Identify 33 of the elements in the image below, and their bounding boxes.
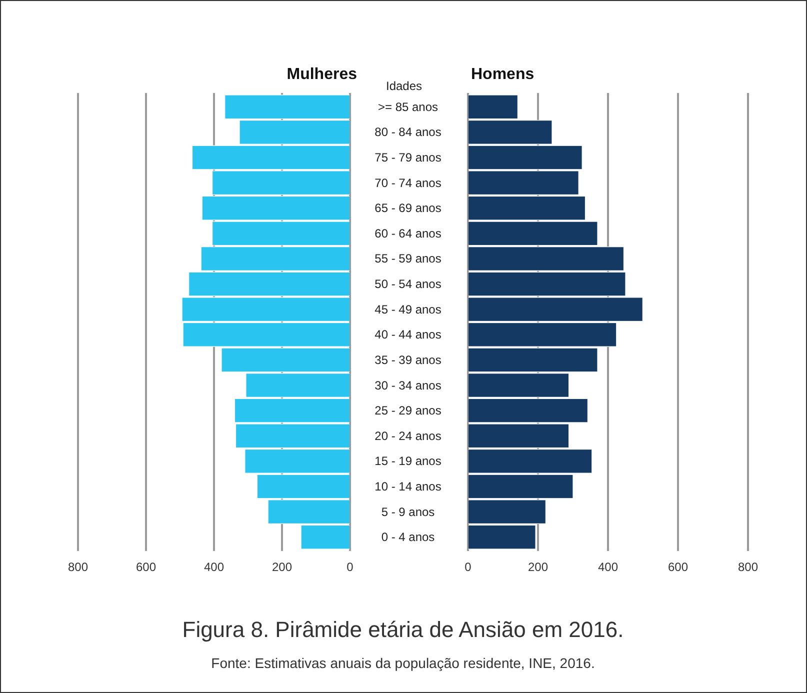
chart-title: Mulheres [286, 66, 358, 83]
y-tick-label: 40 - 44 anos [374, 328, 442, 342]
x-tick-label: 0 [346, 560, 354, 574]
y-tick-label: 65 - 69 anos [374, 201, 442, 216]
y-tick-label: 80 - 84 anos [374, 125, 442, 140]
y-tick-label: 50 - 54 anos [374, 277, 442, 292]
y-tick-label: 30 - 34 anos [374, 378, 442, 392]
x-tick-label: 800 [68, 560, 88, 574]
y-tick-label: 25 - 29 anos [374, 404, 442, 418]
y-tick-label: 5 - 9 anos [381, 504, 435, 519]
y-tick-label: 70 - 74 anos [374, 176, 442, 190]
x-tick-label: 400 [204, 560, 224, 574]
y-axis-title: Idades [386, 79, 422, 93]
chart-title: Homens [471, 66, 534, 83]
x-tick-label: 600 [668, 560, 688, 574]
x-tick-label: 400 [598, 560, 618, 574]
y-tick-label: 55 - 59 anos [374, 252, 442, 266]
y-tick-label: 60 - 64 anos [374, 226, 442, 240]
y-tick-label: 10 - 14 anos [374, 479, 442, 494]
y-tick-label: 15 - 19 anos [374, 454, 442, 468]
x-tick-label: 200 [272, 560, 292, 574]
text: Figura 8. Pirâmide etária de Ansião em 2016. [182, 617, 624, 642]
y-tick-label: 0 - 4 anos [381, 530, 435, 544]
y-tick-label: 75 - 79 anos [374, 150, 442, 165]
x-tick-label: 800 [738, 560, 758, 574]
x-tick-label: 600 [136, 560, 156, 574]
y-tick-label: 35 - 39 anos [374, 352, 442, 367]
source-note: Fonte: Estimativas anuais da população residente, INE, 2016. [211, 655, 595, 671]
y-tick-label: 20 - 24 anos [374, 428, 442, 443]
y-tick-label: >= 85 anos [378, 100, 438, 114]
x-tick-label: 200 [528, 560, 548, 574]
y-tick-label: 45 - 49 anos [374, 302, 442, 316]
x-tick-label: 0 [464, 560, 472, 574]
